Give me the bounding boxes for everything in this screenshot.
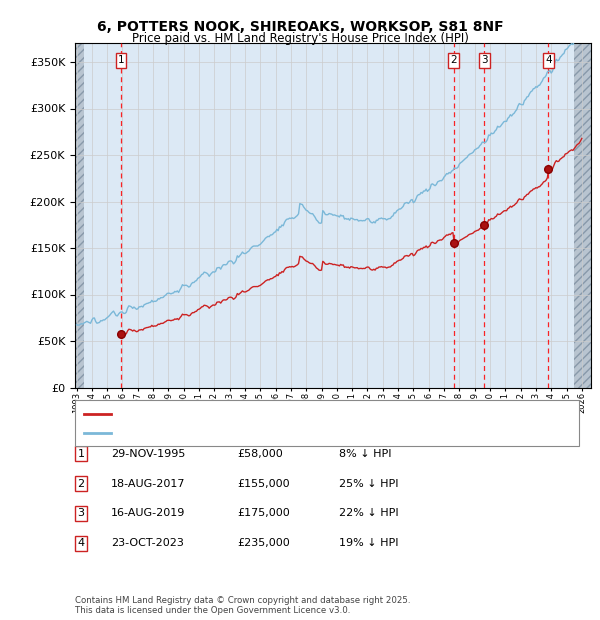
- Text: 23-OCT-2023: 23-OCT-2023: [111, 538, 184, 548]
- Text: 18-AUG-2017: 18-AUG-2017: [111, 479, 185, 489]
- Bar: [574, 43, 597, 388]
- Text: £58,000: £58,000: [237, 449, 283, 459]
- Text: 6, POTTERS NOOK, SHIREOAKS, WORKSOP, S81 8NF: 6, POTTERS NOOK, SHIREOAKS, WORKSOP, S81…: [97, 20, 503, 34]
- Bar: [75, 43, 84, 388]
- Text: 3: 3: [481, 55, 488, 66]
- Text: 4: 4: [77, 538, 85, 548]
- Text: 6, POTTERS NOOK, SHIREOAKS, WORKSOP, S81 8NF (detached house): 6, POTTERS NOOK, SHIREOAKS, WORKSOP, S81…: [117, 409, 483, 419]
- Text: 1: 1: [118, 55, 124, 66]
- Text: Price paid vs. HM Land Registry's House Price Index (HPI): Price paid vs. HM Land Registry's House …: [131, 32, 469, 45]
- Text: 4: 4: [545, 55, 551, 66]
- Text: 25% ↓ HPI: 25% ↓ HPI: [339, 479, 398, 489]
- Text: 29-NOV-1995: 29-NOV-1995: [111, 449, 185, 459]
- Text: £175,000: £175,000: [237, 508, 290, 518]
- Text: £155,000: £155,000: [237, 479, 290, 489]
- Text: 22% ↓ HPI: 22% ↓ HPI: [339, 508, 398, 518]
- Text: 2: 2: [77, 479, 85, 489]
- Text: 8% ↓ HPI: 8% ↓ HPI: [339, 449, 391, 459]
- Text: 2: 2: [451, 55, 457, 66]
- Text: Contains HM Land Registry data © Crown copyright and database right 2025.
This d: Contains HM Land Registry data © Crown c…: [75, 596, 410, 615]
- Text: 19% ↓ HPI: 19% ↓ HPI: [339, 538, 398, 548]
- Text: HPI: Average price, detached house, Bassetlaw: HPI: Average price, detached house, Bass…: [117, 428, 363, 438]
- Text: 1: 1: [77, 449, 85, 459]
- Text: 16-AUG-2019: 16-AUG-2019: [111, 508, 185, 518]
- Text: £235,000: £235,000: [237, 538, 290, 548]
- Text: 3: 3: [77, 508, 85, 518]
